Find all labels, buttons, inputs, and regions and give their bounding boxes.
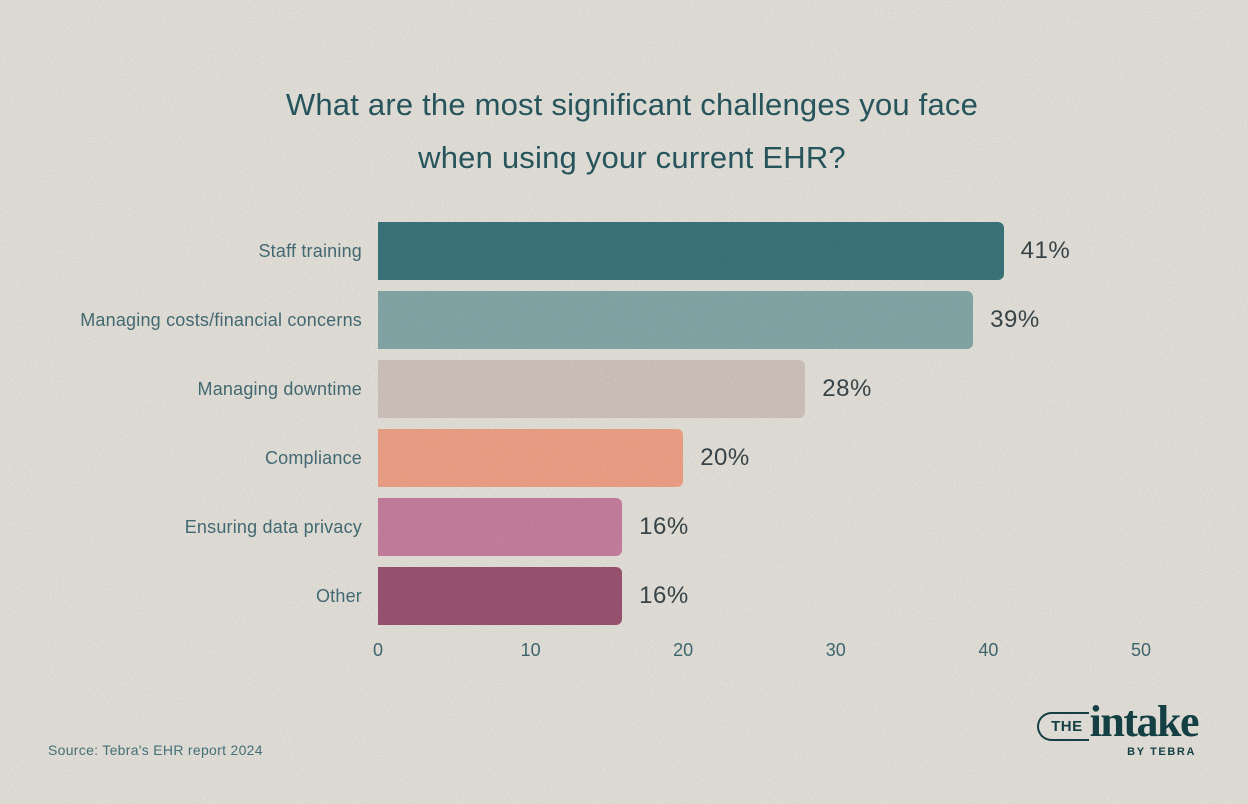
bar — [378, 498, 623, 556]
logo-the-badge: THE — [1037, 712, 1089, 741]
chart-title-line2: when using your current EHR? — [418, 140, 846, 175]
value-label: 16% — [639, 582, 689, 609]
category-label: Ensuring data privacy — [184, 516, 362, 537]
category-label: Compliance — [264, 447, 362, 468]
value-label: 20% — [700, 444, 750, 471]
bar-row: Managing downtime 28% — [0, 360, 1248, 418]
x-axis-tick: 20 — [673, 640, 694, 660]
category-label: Staff training — [258, 240, 362, 261]
chart-title-line1: What are the most significant challenges… — [285, 87, 979, 122]
bar — [378, 567, 623, 625]
bar-row: Managing costs/financial concerns 39% — [0, 291, 1248, 349]
value-label: 16% — [639, 513, 689, 540]
chart-title: What are the most significant challenges… — [16, 78, 1248, 184]
bar-row: Compliance 20% — [0, 429, 1248, 487]
x-axis-tick: 30 — [825, 640, 846, 660]
category-label: Managing costs/financial concerns — [80, 309, 362, 330]
logo-byline: BY TEBRA — [1127, 746, 1196, 758]
bar-row: Other 16% — [0, 567, 1248, 625]
logo-intake-wordmark: intake — [1089, 697, 1200, 746]
bar — [378, 429, 684, 487]
x-axis-tick: 50 — [1130, 640, 1152, 660]
x-axis-tick: 0 — [372, 640, 384, 660]
value-label: 28% — [822, 375, 872, 402]
bar — [378, 291, 974, 349]
bar-row: Staff training 41% — [0, 222, 1248, 280]
category-label: Other — [315, 585, 362, 606]
value-label: 41% — [1020, 237, 1071, 264]
bar-row: Ensuring data privacy 16% — [0, 498, 1248, 556]
bar — [378, 360, 806, 418]
x-axis-tick: 40 — [978, 640, 999, 660]
category-label: Managing downtime — [197, 378, 362, 399]
x-axis: 0 10 20 30 40 50 — [373, 640, 1151, 664]
logo-wordmark-row: THE intake — [1037, 697, 1200, 746]
x-axis-tick: 10 — [520, 640, 541, 660]
bar — [378, 222, 1004, 280]
source-note: Source: Tebra's EHR report 2024 — [48, 742, 263, 758]
value-label: 39% — [990, 306, 1040, 333]
bar-chart: Staff training 41% Managing costs/financ… — [0, 222, 1248, 636]
the-intake-logo: THE intake BY TEBRA — [1037, 697, 1200, 758]
